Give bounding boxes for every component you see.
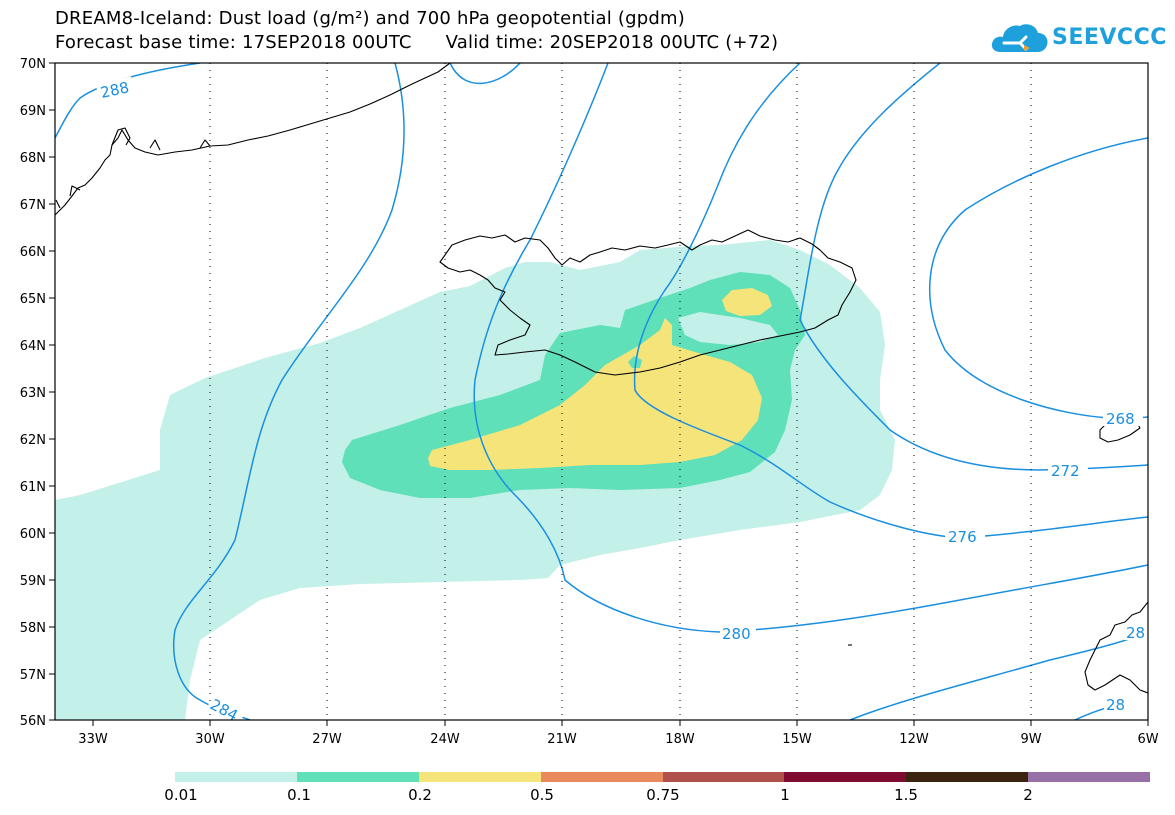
contour-288-b: [173, 63, 405, 720]
lon-label: 12W: [899, 732, 929, 747]
lat-label: 67N: [20, 198, 46, 213]
map-title: DREAM8-Iceland: Dust load (g/m²) and 700…: [55, 8, 685, 29]
contour-label: 272: [1051, 462, 1080, 480]
legend-label: 2: [1023, 786, 1033, 804]
lat-label: 61N: [20, 480, 46, 495]
lon-label: 27W: [312, 732, 342, 747]
lon-label: 24W: [430, 732, 460, 747]
contour-lower-a: [849, 631, 1148, 720]
legend-label: 1: [780, 786, 790, 804]
legend-label: 0.5: [530, 786, 554, 804]
legend-label: 0.2: [408, 786, 432, 804]
tick-marks: [49, 62, 1149, 726]
legend-label: 0.1: [287, 786, 311, 804]
lat-label: 56N: [20, 714, 46, 729]
legend-label: 1.5: [894, 786, 918, 804]
dust-area-0.2: [428, 318, 762, 470]
legend-swatch: [175, 772, 297, 782]
lat-label: 58N: [20, 621, 46, 636]
lat-label: 62N: [20, 433, 46, 448]
dust-area-0.2-north: [722, 288, 772, 316]
legend-swatch: [540, 772, 663, 782]
lon-label: 9W: [1020, 732, 1041, 747]
lat-label: 57N: [20, 668, 46, 683]
legend-label: 0.01: [164, 786, 198, 804]
lat-label: 68N: [20, 151, 46, 166]
contour-280-a: [449, 63, 521, 85]
lon-label: 15W: [782, 732, 812, 747]
valid-time-label: Valid time: 20SEP2018 00UTC (+72): [445, 32, 779, 53]
legend-swatch: [1028, 772, 1150, 782]
contour-268: [929, 137, 1148, 419]
logo-text: SEEVCCC: [1052, 25, 1167, 50]
legend-swatch: [906, 772, 1029, 782]
lat-label: 59N: [20, 574, 46, 589]
contour-label: 28: [1106, 696, 1125, 714]
legend-label: 0.75: [646, 786, 680, 804]
lat-label: 66N: [20, 245, 46, 260]
cloud-icon: [991, 24, 1048, 52]
coastline-iceland: [439, 229, 857, 376]
coastline-greenland-fjords: [55, 127, 211, 209]
legend-swatch: [296, 772, 419, 782]
map-subtitle: Forecast base time: 17SEP2018 00UTC Valid…: [55, 32, 778, 53]
lat-label: 69N: [20, 104, 46, 119]
legend-swatch: [418, 772, 541, 782]
lat-label: 64N: [20, 339, 46, 354]
contour-288-a: [55, 63, 201, 139]
dust-area-0.01-interior: [678, 312, 778, 345]
lat-label: 63N: [20, 386, 46, 401]
contour-280-b: [473, 63, 1148, 633]
lat-label: 60N: [20, 527, 46, 542]
lat-label: 65N: [20, 292, 46, 307]
contour-label: 280: [722, 625, 751, 643]
lon-label: 18W: [665, 732, 695, 747]
color-legend: [175, 772, 1150, 782]
contour-label: 288: [99, 78, 131, 102]
contour-272: [799, 63, 1148, 471]
contour-label: 28: [1126, 624, 1145, 642]
seevccc-logo: SEEVCCC: [990, 16, 1166, 60]
contour-label: 276: [948, 528, 977, 546]
legend-swatch: [784, 772, 907, 782]
contour-label: 268: [1106, 410, 1135, 428]
base-time-label: Forecast base time: 17SEP2018 00UTC: [55, 32, 412, 53]
lon-label: 30W: [195, 732, 225, 747]
lat-label: 70N: [20, 57, 46, 72]
lon-label: 6W: [1137, 732, 1158, 747]
coastline-greenland: [55, 63, 451, 216]
coastline-scotland: [1084, 601, 1148, 694]
lon-label: 21W: [547, 732, 577, 747]
legend-swatch: [662, 772, 785, 782]
lon-label: 33W: [78, 732, 108, 747]
